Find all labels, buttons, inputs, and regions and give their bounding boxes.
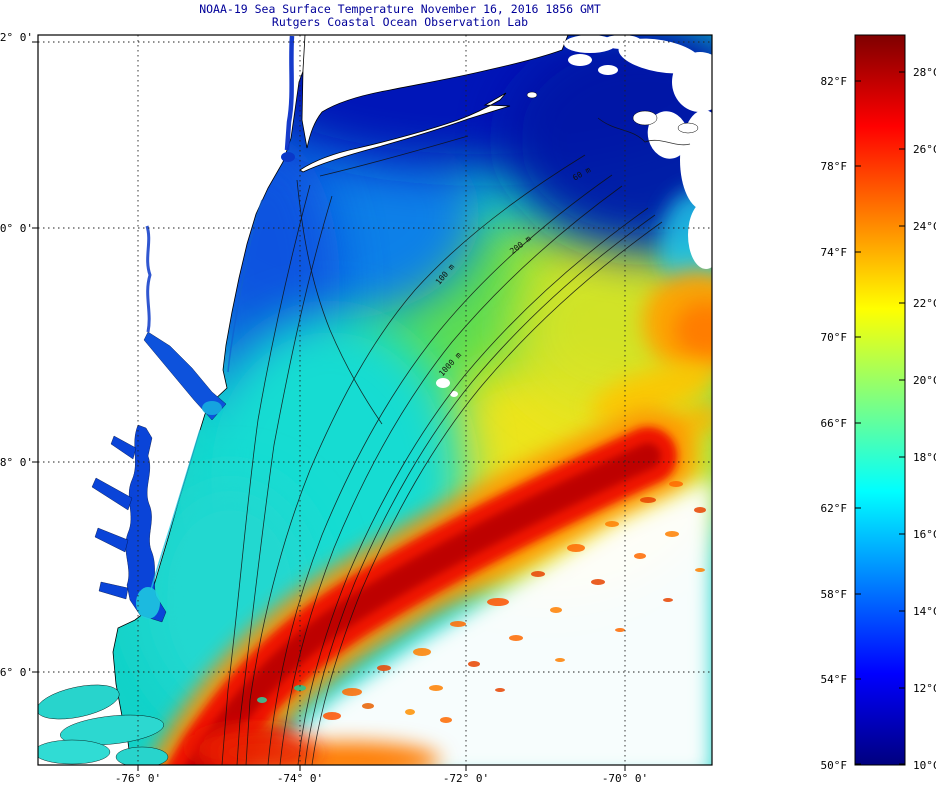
chesapeake-bay [125, 424, 167, 623]
bays-rivers [38, 35, 295, 765]
x-tick-label: -72° 0' [443, 772, 489, 785]
island [677, 122, 699, 134]
colorbar-c-label: 20°C [913, 374, 936, 387]
colorbar-f-label: 82°F [821, 75, 848, 88]
hudson-river [284, 35, 295, 151]
potomac-river [91, 477, 133, 511]
colorbar-f-label: 62°F [821, 502, 848, 515]
island [632, 110, 658, 126]
colorbar-c-label: 26°C [913, 143, 936, 156]
colorbar-c-label: 10°C [913, 759, 936, 772]
delaware-river [145, 225, 152, 333]
colorbar-f-label: 70°F [821, 331, 848, 344]
colorbar-c-label: 22°C [913, 297, 936, 310]
chart-title: NOAA-19 Sea Surface Temperature November… [199, 2, 601, 16]
bathymetry-contours [221, 117, 691, 765]
x-tick-label: -76° 0' [115, 772, 161, 785]
nj-coastal-lagoons [227, 199, 263, 373]
connecticut-coast [301, 35, 569, 149]
colorbar-c-label: 12°C [913, 682, 936, 695]
colorbar-f-label: 66°F [821, 417, 848, 430]
sound [38, 684, 120, 720]
york-river [98, 581, 129, 600]
island [526, 91, 538, 99]
x-tick-label: -74° 0' [277, 772, 323, 785]
colorbar-c-label: 28°C [913, 66, 936, 79]
grid-lines [38, 35, 712, 765]
colorbar-c-label: 14°C [913, 605, 936, 618]
x-tick-label: -70° 0' [602, 772, 648, 785]
colorbar-f-label: 74°F [821, 246, 848, 259]
colorbar-c-label: 24°C [913, 220, 936, 233]
plot-frame [37, 34, 713, 766]
upper-bay-river [110, 435, 137, 460]
colorbar: 82°F 78°F 74°F 70°F 66°F 62°F 58°F 54°F … [821, 34, 936, 772]
colorbar-c-label: 16°C [913, 528, 936, 541]
chart-subtitle: Rutgers Coastal Ocean Observation Lab [271, 15, 529, 29]
colorbar-c-label: 18°C [913, 451, 936, 464]
colorbar-f-label: 78°F [821, 160, 848, 173]
y-tick-label: 42° 0' [0, 31, 33, 44]
colorbar-ticks [855, 71, 905, 765]
y-tick-label: 36° 0' [0, 666, 33, 679]
delaware-bay [143, 331, 227, 421]
y-tick-label: 40° 0' [0, 222, 33, 235]
colorbar-f-label: 58°F [821, 588, 848, 601]
colorbar-f-label: 54°F [821, 673, 848, 686]
rappahannock-river [94, 527, 129, 553]
small-cloud-patch [436, 378, 450, 388]
hudson-shelf-valley [296, 179, 383, 425]
sound [38, 739, 111, 765]
cloud-region [207, 378, 712, 765]
colorbar-f-label: 50°F [821, 759, 848, 772]
nantucket-shoals-contour [597, 117, 691, 146]
cloud-speckles [257, 481, 706, 723]
colorbar-gradient [854, 34, 906, 766]
delmarva-lagoons [150, 429, 201, 591]
sound [60, 714, 164, 746]
land [38, 35, 569, 765]
sound [115, 746, 169, 765]
y-tick-label: 38° 0' [0, 456, 33, 469]
axis-ticks [32, 41, 626, 771]
long-island [299, 92, 511, 173]
ny-harbor [281, 152, 295, 162]
northeast-clouds-land [526, 35, 712, 269]
